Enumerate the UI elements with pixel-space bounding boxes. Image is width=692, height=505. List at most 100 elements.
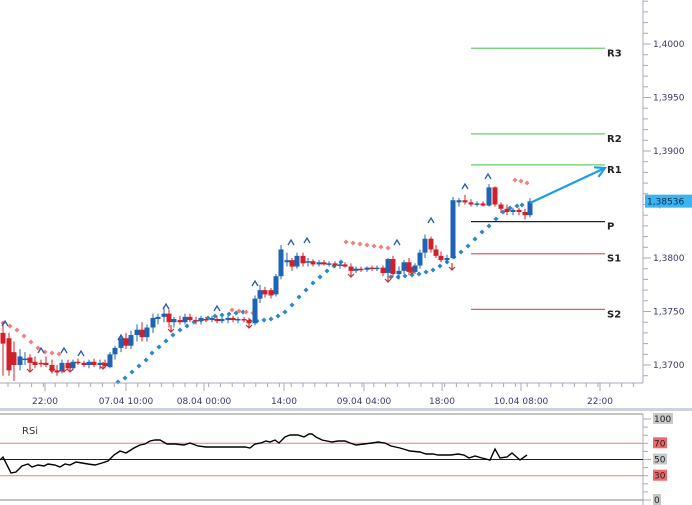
fractal-up-icon	[303, 236, 311, 244]
sar-dot	[156, 344, 162, 350]
candle	[112, 345, 118, 360]
candle	[316, 260, 322, 267]
candle	[468, 199, 474, 207]
candle	[252, 295, 258, 326]
fractal-up-icon	[427, 216, 435, 224]
price-plot-area[interactable]	[0, 0, 643, 383]
candle	[332, 261, 338, 268]
candle	[257, 284, 263, 303]
pivot-label-r1: R1	[607, 165, 622, 176]
candle	[326, 261, 332, 267]
time-axis[interactable]: 22:00 07.04 10:00 08.04 00:00 14:00 09.04 04…	[0, 382, 643, 407]
sar-dot	[350, 240, 356, 246]
candle	[504, 204, 510, 216]
trend-arrow-line	[529, 167, 606, 204]
pivot-levels: R3 R2 R1 P S1 S2	[471, 47, 622, 320]
time-tick-label: 18:00	[429, 397, 455, 407]
sar-dot	[402, 273, 408, 279]
price-axis[interactable]: 1,40001,39501,39001,38501,38001,37501,37…	[642, 0, 692, 383]
rsi-tick-label: 0	[654, 496, 660, 505]
pane-separator[interactable]	[0, 408, 692, 411]
candle	[268, 287, 274, 299]
pivot-label-s1: S1	[607, 254, 621, 265]
sar-dot	[296, 294, 302, 300]
sar-dot	[486, 223, 492, 229]
rsi-plot-area[interactable]	[0, 414, 643, 500]
candle	[118, 335, 124, 353]
candle	[492, 186, 498, 207]
price-tick-label: 1,3800	[653, 254, 685, 264]
rsi-tick-label: 30	[654, 472, 666, 482]
candle	[241, 316, 247, 323]
candle	[219, 316, 225, 324]
candle	[209, 315, 215, 323]
candle	[27, 354, 33, 365]
candle	[155, 313, 161, 325]
candle	[510, 207, 516, 216]
rsi-pane[interactable]: RSi 100 70 50 30 0	[0, 413, 673, 505]
fractal-up-icon	[213, 304, 221, 312]
price-tick-label: 1,3700	[653, 361, 685, 371]
candle	[225, 315, 231, 324]
sar-dot	[423, 269, 429, 275]
sar-dot	[289, 302, 295, 308]
candle	[32, 356, 38, 369]
candle	[417, 249, 423, 269]
candle	[428, 236, 434, 253]
sar-dot	[226, 311, 232, 317]
candle	[456, 198, 462, 207]
candle	[128, 330, 134, 349]
time-tick-label: 22:00	[587, 397, 613, 407]
candlesticks	[0, 184, 533, 382]
sar-dot	[324, 268, 330, 274]
sar-dot	[170, 332, 176, 338]
sar-dot	[143, 357, 149, 363]
price-tick-label: 1,3750	[653, 308, 685, 318]
fractal-down-icon	[60, 365, 68, 373]
candle	[390, 255, 396, 278]
fractal-up-icon	[60, 346, 68, 354]
candle	[262, 286, 268, 298]
candle	[166, 309, 172, 328]
fractal-up-icon	[484, 172, 492, 180]
candle	[59, 359, 65, 374]
candle	[486, 184, 492, 207]
candle	[353, 266, 359, 273]
projection-arrow	[529, 166, 608, 204]
candle	[289, 258, 295, 271]
time-tick-label: 09.04 04:00	[337, 397, 392, 407]
candle	[396, 266, 402, 280]
arrow-head-icon	[593, 166, 608, 178]
candle	[43, 356, 49, 368]
candle	[203, 316, 209, 323]
fractal-up-icon	[1, 319, 9, 327]
price-tick-label: 1,3900	[653, 147, 685, 157]
candle	[230, 315, 236, 323]
candle	[444, 254, 450, 264]
fractal-up-icon	[37, 346, 45, 354]
candle	[38, 359, 44, 368]
sar-dot	[317, 274, 323, 280]
candle	[150, 313, 156, 333]
candle	[161, 306, 167, 323]
pivot-label-s2: S2	[607, 309, 621, 320]
sar-dot	[212, 313, 218, 319]
sar-dot	[177, 327, 183, 333]
sar-dot	[479, 229, 485, 235]
sar-dot	[378, 244, 384, 250]
sar-dot	[229, 307, 235, 313]
main-price-pane[interactable]: R3 R2 R1 P S1 S2	[0, 0, 643, 385]
candle	[171, 316, 177, 328]
pane-splitter[interactable]	[0, 408, 692, 411]
candle	[284, 252, 290, 267]
sar-dot	[240, 309, 246, 315]
fractal-up-icon	[461, 182, 469, 190]
sar-dot	[388, 274, 394, 280]
sar-dot	[472, 236, 478, 242]
sar-dot	[243, 309, 249, 315]
candle	[144, 324, 150, 342]
candle	[364, 266, 370, 272]
rsi-tick-label: 50	[654, 456, 666, 466]
candle	[139, 322, 145, 342]
